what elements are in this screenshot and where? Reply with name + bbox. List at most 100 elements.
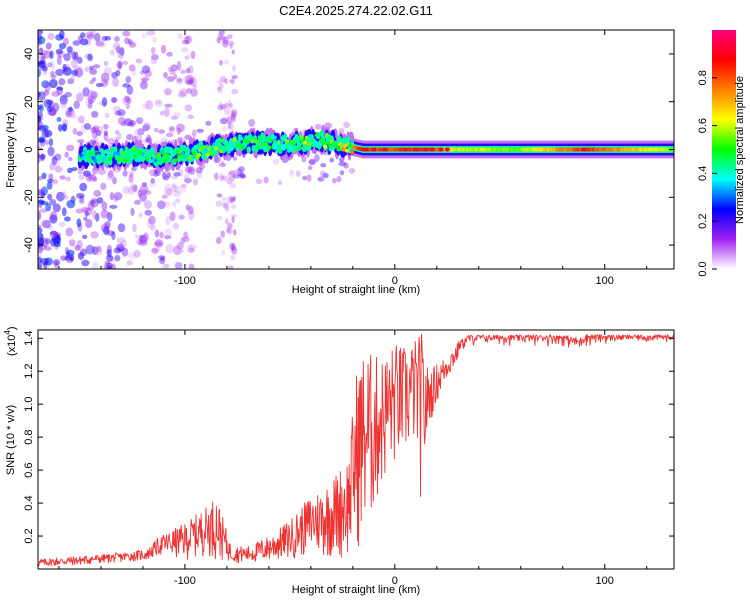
noise-blob <box>137 128 145 136</box>
signal-core <box>232 137 237 142</box>
noise-blob <box>248 118 256 127</box>
noise-blob <box>226 116 233 124</box>
noise-blob <box>78 115 85 124</box>
noise-blob <box>231 74 238 80</box>
signal-core <box>91 155 96 160</box>
noise-blob <box>161 171 167 180</box>
noise-blob <box>80 32 86 39</box>
noise-blob <box>219 76 227 83</box>
noise-blob <box>187 114 194 120</box>
snr-ticks: -100 0 100 0.2 0.4 0.6 0.8 1.0 1.2 1.4 <box>23 330 674 587</box>
noise-blob <box>44 129 53 138</box>
noise-blob <box>225 227 231 234</box>
noise-blob <box>40 257 49 266</box>
noise-blob <box>217 32 223 41</box>
noise-blob <box>182 75 191 83</box>
signal-core <box>219 149 224 154</box>
noise-blob <box>67 156 73 162</box>
noise-blob <box>77 199 86 205</box>
signal-core <box>197 152 202 157</box>
noise-blob <box>54 261 59 269</box>
noise-blob <box>187 165 195 173</box>
noise-blob <box>83 122 92 130</box>
noise-blob <box>74 67 84 78</box>
noise-blob <box>314 123 322 130</box>
signal-band <box>346 136 351 144</box>
signal-core <box>81 155 86 160</box>
noise-blob <box>231 108 238 115</box>
noise-blob <box>106 265 112 269</box>
noise-blob <box>95 129 102 137</box>
noise-blob <box>217 104 224 111</box>
noise-blob <box>172 191 182 198</box>
noise-blob <box>72 128 78 135</box>
signal-core <box>192 151 197 156</box>
noise-blob <box>141 189 147 196</box>
noise-blob <box>164 201 171 208</box>
noise-blob <box>175 198 181 203</box>
noise-blob <box>129 119 135 128</box>
noise-blob <box>38 227 43 234</box>
noise-blob <box>67 167 73 174</box>
noise-blob <box>87 94 93 102</box>
noise-blob <box>159 110 165 116</box>
noise-blob <box>306 174 312 182</box>
signal-core <box>237 143 242 148</box>
signal-band <box>198 140 204 148</box>
noise-blob <box>218 59 224 66</box>
noise-blob <box>72 40 81 46</box>
noise-blob <box>110 97 118 103</box>
spectrogram-x-label: Height of straight line (km) <box>292 284 420 296</box>
x-tick-label: -100 <box>174 275 196 287</box>
y-tick-label: 1.4 <box>23 331 35 346</box>
signal-core <box>193 144 198 149</box>
noise-blob <box>193 178 198 186</box>
noise-blob <box>92 176 98 182</box>
noise-blob <box>133 249 141 258</box>
noise-blob <box>82 170 91 177</box>
noise-blob <box>218 101 223 110</box>
noise-blob <box>139 80 148 90</box>
noise-blob <box>142 103 149 109</box>
noise-blob <box>230 113 236 120</box>
noise-blob <box>154 100 163 107</box>
noise-blob <box>117 116 126 125</box>
noise-blob <box>218 35 226 41</box>
noise-blob <box>87 103 93 109</box>
signal-core <box>156 152 161 157</box>
noise-blob <box>152 172 158 177</box>
noise-blob <box>97 168 106 176</box>
noise-blob <box>112 77 120 88</box>
noise-blob <box>149 181 156 187</box>
noise-blob <box>51 91 60 97</box>
noise-blob <box>186 87 192 94</box>
noise-blob <box>111 231 116 241</box>
noise-blob <box>320 163 327 168</box>
noise-blob <box>45 203 52 212</box>
noise-blob <box>184 166 192 173</box>
noise-blob <box>224 218 229 225</box>
noise-blob <box>320 170 326 177</box>
noise-blob <box>238 166 246 173</box>
noise-blob <box>44 238 51 245</box>
noise-blob <box>77 252 85 260</box>
noise-blob <box>343 162 349 169</box>
noise-blob <box>76 208 82 214</box>
noise-blob <box>219 174 224 182</box>
noise-blob <box>70 59 78 68</box>
signal-core <box>207 146 212 151</box>
snr-scale-label: (x104) <box>3 326 18 356</box>
signal-band <box>246 146 251 154</box>
signal-core <box>287 145 292 150</box>
noise-blob <box>168 126 175 132</box>
noise-blob <box>77 35 83 42</box>
noise-blob <box>126 133 134 141</box>
noise-blob <box>38 30 44 35</box>
noise-blob <box>224 78 228 85</box>
noise-blob <box>216 80 222 85</box>
signal-core <box>334 144 339 149</box>
signal-band <box>303 144 308 152</box>
noise-blob <box>110 263 116 269</box>
noise-blob <box>176 32 183 39</box>
noise-blob <box>232 156 238 161</box>
